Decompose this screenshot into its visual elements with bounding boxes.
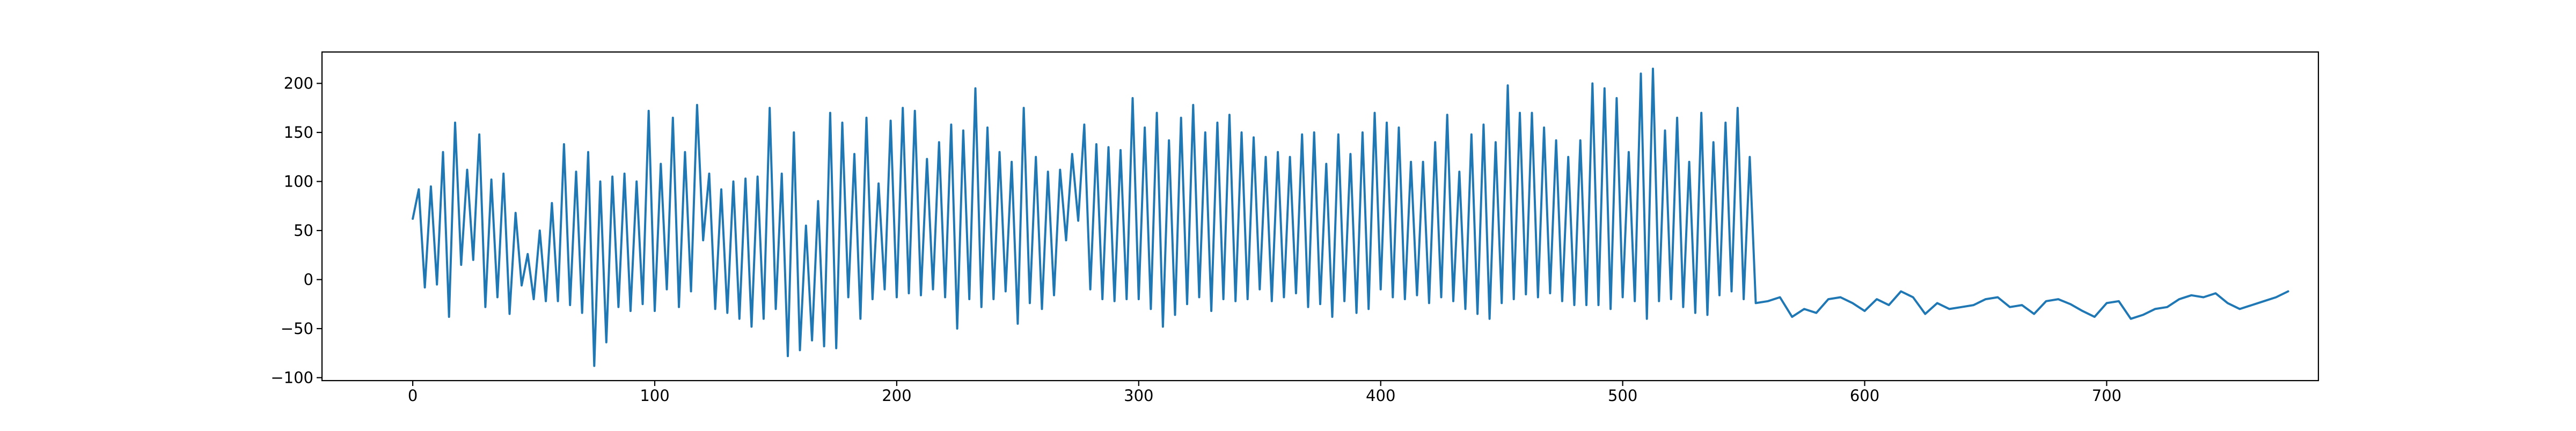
x-tick-label: 600	[1850, 387, 1879, 405]
y-tick-label: 0	[304, 271, 313, 289]
y-tick-label: 200	[284, 75, 313, 93]
x-tick-label: 100	[640, 387, 669, 405]
y-tick-label: −50	[281, 319, 313, 338]
plot-frame	[321, 51, 2319, 382]
x-tick-label: 700	[2092, 387, 2121, 405]
x-tick-label: 400	[1366, 387, 1395, 405]
y-tick-label: −100	[270, 369, 313, 387]
y-tick-label: 150	[284, 123, 313, 142]
x-tick-label: 200	[882, 387, 911, 405]
x-tick-label: 300	[1124, 387, 1153, 405]
series-line	[412, 68, 2289, 367]
axis-ticks: 0 100 200 300 400 500 600 700 −100 −50 0 50 100 150 20…	[270, 75, 2121, 405]
x-tick-label: 0	[408, 387, 418, 405]
y-tick-label: 50	[294, 221, 313, 240]
plot-area	[412, 68, 2289, 367]
y-tick-label: 100	[284, 173, 313, 191]
x-tick-label: 500	[1608, 387, 1637, 405]
